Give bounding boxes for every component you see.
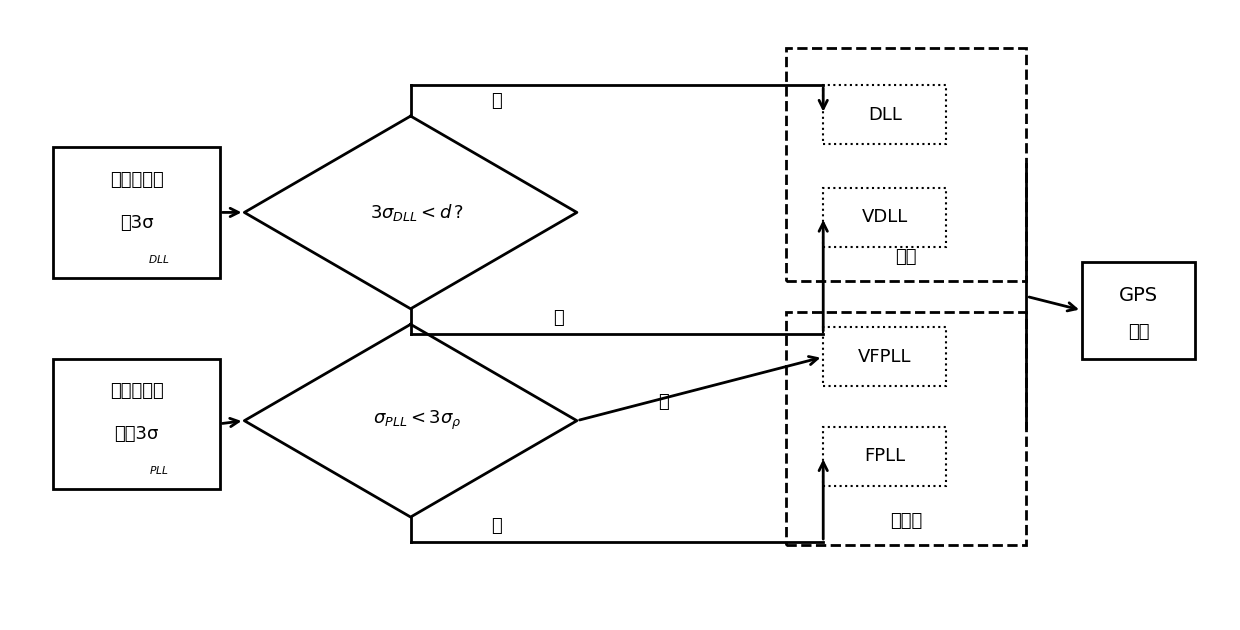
Bar xyxy=(823,85,946,144)
Text: DLL: DLL xyxy=(868,105,901,123)
Text: 误差3σ: 误差3σ xyxy=(114,425,159,444)
Bar xyxy=(786,48,1027,281)
Text: 否: 否 xyxy=(491,91,502,110)
Text: 否: 否 xyxy=(491,517,502,536)
Text: FPLL: FPLL xyxy=(864,447,905,466)
Text: 计算伪距率: 计算伪距率 xyxy=(109,382,164,400)
Text: VFPLL: VFPLL xyxy=(858,348,911,366)
Text: 是: 是 xyxy=(553,309,564,327)
Bar xyxy=(823,188,946,246)
Bar xyxy=(53,147,219,278)
Text: 码环: 码环 xyxy=(895,248,918,266)
Bar xyxy=(823,427,946,486)
Text: $_{DLL}$: $_{DLL}$ xyxy=(148,251,170,266)
Bar xyxy=(53,358,219,489)
Text: 计算伪距误: 计算伪距误 xyxy=(109,171,164,189)
Text: 载波环: 载波环 xyxy=(890,512,923,530)
Text: $\sigma_{PLL} < 3\sigma_\rho$: $\sigma_{PLL} < 3\sigma_\rho$ xyxy=(372,409,461,432)
Text: VDLL: VDLL xyxy=(862,208,908,226)
Text: GPS: GPS xyxy=(1118,287,1158,306)
Bar xyxy=(1081,262,1195,358)
Text: $3\sigma_{DLL} < d\,?$: $3\sigma_{DLL} < d\,?$ xyxy=(370,202,464,223)
Text: $_{PLL}$: $_{PLL}$ xyxy=(149,462,169,477)
Bar xyxy=(823,328,946,386)
Text: 是: 是 xyxy=(657,393,668,411)
Text: 输出: 输出 xyxy=(1128,323,1149,341)
Text: 差3σ: 差3σ xyxy=(120,214,154,232)
Bar xyxy=(786,312,1027,545)
